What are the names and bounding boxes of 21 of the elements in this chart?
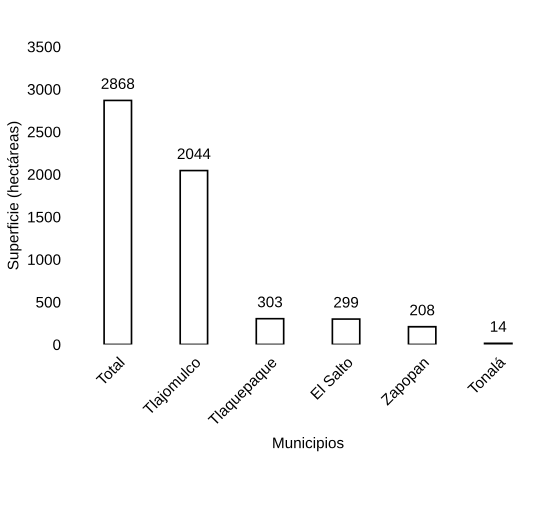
- y-tick-label: 2000: [28, 169, 60, 180]
- data-label: 303: [258, 296, 282, 308]
- y-axis-title: Superficie (hectáreas): [7, 122, 22, 270]
- bar: [103, 100, 132, 344]
- y-tick-label: 3500: [28, 41, 60, 52]
- data-label: 2868: [102, 78, 134, 90]
- bar: [255, 318, 285, 344]
- y-tick-label: 1500: [28, 212, 60, 223]
- data-label: 208: [410, 304, 434, 316]
- y-tick-label: 500: [36, 296, 60, 308]
- x-axis-title: Municipios: [273, 437, 344, 452]
- data-label: 14: [490, 321, 506, 332]
- y-tick-label: 0: [53, 339, 60, 350]
- bar: [179, 170, 208, 344]
- y-tick-label: 2500: [28, 126, 60, 138]
- data-label: 299: [334, 296, 358, 308]
- bar: [408, 326, 437, 344]
- y-tick-label: 3000: [28, 84, 60, 95]
- bar: [332, 318, 361, 344]
- y-tick-label: 1000: [28, 254, 60, 266]
- data-label: 2044: [178, 148, 210, 160]
